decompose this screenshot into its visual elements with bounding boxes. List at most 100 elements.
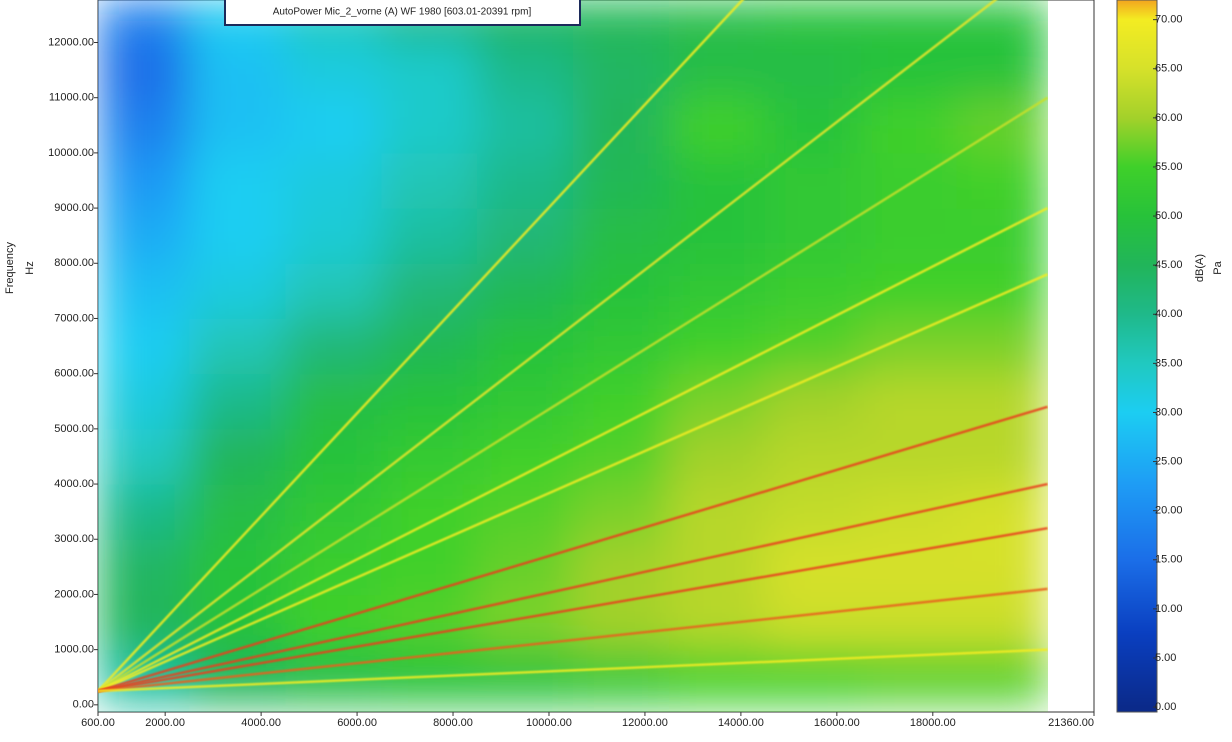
colorbar-band [1117, 637, 1157, 639]
colorbar-band [1117, 538, 1157, 540]
colorbar-band [1117, 210, 1157, 212]
colorbar-band [1117, 182, 1157, 184]
colorbar-band [1117, 316, 1157, 318]
colorbar-band [1117, 339, 1157, 341]
colorbar-band [1117, 290, 1157, 292]
colorbar-band [1117, 38, 1157, 40]
colorbar-band [1117, 338, 1157, 340]
colorbar-band [1117, 77, 1157, 79]
colorbar-band [1117, 441, 1157, 443]
colorbar-band [1117, 642, 1157, 644]
colorbar-tick-label: 30.00 [1155, 406, 1183, 418]
colorbar-band [1117, 568, 1157, 570]
colorbar-band [1117, 200, 1157, 202]
colorbar-band [1117, 24, 1157, 26]
colorbar-band [1117, 617, 1157, 619]
colorbar-band [1117, 301, 1157, 303]
colorbar-band [1117, 10, 1157, 12]
colorbar-band [1117, 590, 1157, 592]
colorbar-band [1117, 154, 1157, 156]
colorbar-band [1117, 650, 1157, 652]
colorbar-band [1117, 162, 1157, 164]
colorbar-band [1117, 482, 1157, 484]
colorbar-band [1117, 513, 1157, 515]
colorbar-band [1117, 26, 1157, 28]
colorbar-band [1117, 405, 1157, 407]
colorbar-band [1117, 363, 1157, 365]
colorbar-band [1117, 656, 1157, 658]
colorbar-band [1117, 116, 1157, 118]
heat-cell [956, 649, 1048, 706]
colorbar-band [1117, 11, 1157, 13]
colorbar-band [1117, 98, 1157, 100]
colorbar-band [1117, 33, 1157, 35]
colorbar-band [1117, 313, 1157, 315]
heat-cell [668, 428, 766, 485]
colorbar-band [1117, 157, 1157, 159]
heat-cell [860, 208, 958, 264]
colorbar-band [1117, 233, 1157, 235]
colorbar-band [1117, 479, 1157, 481]
colorbar-band [1117, 698, 1157, 700]
colorbar-band [1117, 530, 1157, 532]
colorbar-band [1117, 138, 1157, 140]
heat-cell [956, 42, 1048, 99]
colorbar-band [1117, 328, 1157, 330]
colorbar-band [1117, 398, 1157, 400]
colorbar-band [1117, 20, 1157, 22]
order-lines [98, 0, 1048, 693]
colorbar-band [1117, 522, 1157, 524]
colorbar-band [1117, 312, 1157, 314]
colorbar-band [1117, 298, 1157, 300]
colorbar-band [1117, 604, 1157, 606]
colorbar-band [1117, 368, 1157, 370]
colorbar-band [1117, 564, 1157, 566]
colorbar-band [1117, 176, 1157, 178]
colorbar-band [1117, 128, 1157, 130]
colorbar-band [1117, 504, 1157, 506]
colorbar-band [1117, 539, 1157, 541]
colorbar-band [1117, 221, 1157, 223]
colorbar-band [1117, 560, 1157, 562]
colorbar-band [1117, 32, 1157, 34]
y-tick-label: 7000.00 [54, 312, 94, 324]
colorbar-band [1117, 529, 1157, 531]
colorbar-band [1117, 434, 1157, 436]
colorbar-band [1117, 701, 1157, 703]
colorbar-band [1117, 365, 1157, 367]
colorbar-band [1117, 183, 1157, 185]
colorbar-band [1117, 96, 1157, 98]
colorbar-band [1117, 457, 1157, 459]
colorbar-band [1117, 95, 1157, 97]
heat-cell [668, 649, 766, 706]
colorbar-band [1117, 40, 1157, 42]
colorbar-band [1117, 566, 1157, 568]
colorbar-band [1117, 192, 1157, 194]
colorbar-band [1117, 626, 1157, 628]
colorbar-band [1117, 704, 1157, 706]
colorbar-band [1117, 300, 1157, 302]
colorbar-band [1117, 36, 1157, 38]
colorbar-band [1117, 514, 1157, 516]
colorbar-band [1117, 232, 1157, 234]
colorbar-band [1117, 178, 1157, 180]
heat-cell [189, 42, 286, 99]
colorbar-band [1117, 467, 1157, 469]
colorbar-band [1117, 359, 1157, 361]
heat-cell [764, 539, 862, 595]
colorbar-band [1117, 320, 1157, 322]
colorbar-band [1117, 326, 1157, 328]
heat-cell [956, 152, 1048, 209]
colorbar-band [1117, 687, 1157, 689]
colorbar-band [1117, 666, 1157, 668]
colorbar-band [1117, 352, 1157, 354]
colorbar-band [1117, 217, 1157, 219]
colorbar-band [1117, 47, 1157, 49]
colorbar-band [1117, 552, 1157, 554]
colorbar-band [1117, 51, 1157, 53]
colorbar-band [1117, 555, 1157, 557]
heat-cell [381, 373, 478, 430]
colorbar-band [1117, 360, 1157, 362]
colorbar-band [1117, 189, 1157, 191]
colorbar-band [1117, 586, 1157, 588]
